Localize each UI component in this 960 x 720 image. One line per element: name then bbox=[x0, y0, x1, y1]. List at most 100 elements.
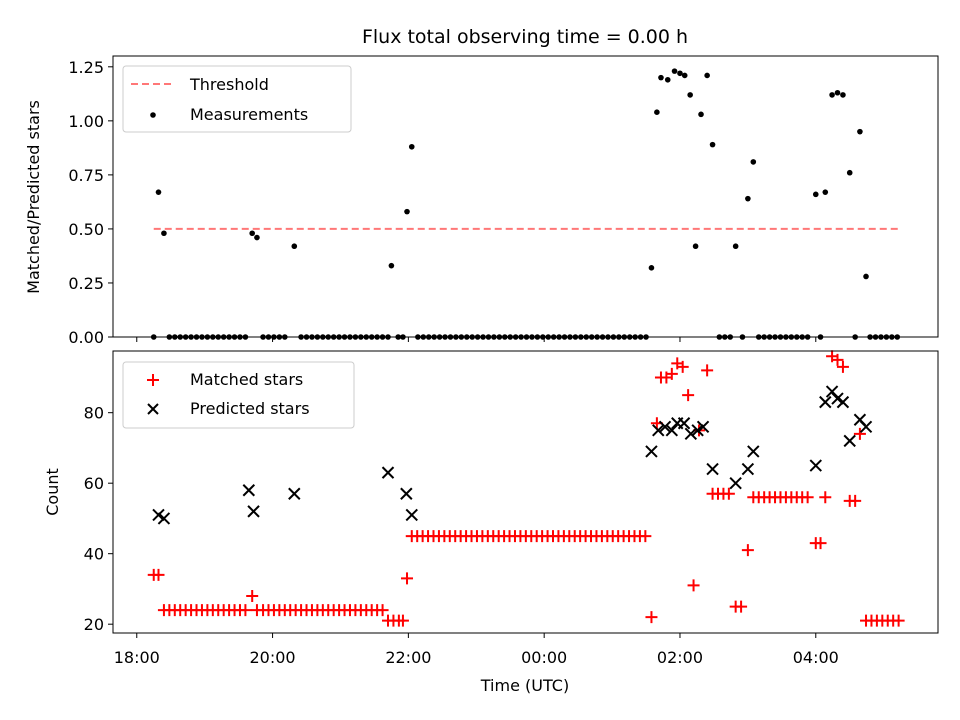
count-legend-box bbox=[122, 361, 355, 429]
predicted-stars-point bbox=[843, 434, 856, 448]
measurement-point bbox=[161, 230, 167, 237]
predicted-stars-point bbox=[242, 484, 256, 497]
predicted-stars-point bbox=[691, 424, 704, 437]
predicted-stars-point bbox=[825, 385, 839, 398]
measurement-point bbox=[863, 273, 869, 280]
measurement-point bbox=[834, 89, 841, 96]
y-tick-label: 40 bbox=[84, 545, 104, 564]
x-tick-label: 22:00 bbox=[385, 648, 431, 667]
predicted-stars-point bbox=[665, 424, 679, 437]
x-tick-label: 18:00 bbox=[114, 648, 160, 667]
y-tick-label: 1.00 bbox=[68, 112, 104, 131]
count-axes-frame bbox=[112, 350, 939, 634]
measurement-point bbox=[681, 72, 688, 79]
measurement-point bbox=[677, 70, 683, 77]
predicted-stars-point bbox=[157, 512, 171, 525]
matched-stars-point bbox=[665, 367, 678, 380]
count-data-marks bbox=[147, 350, 905, 627]
ratio-axes-frame bbox=[112, 55, 939, 338]
predicted-stars-point bbox=[652, 424, 665, 437]
matched-stars-point bbox=[396, 614, 409, 627]
predicted-legend-label: Predicted stars bbox=[190, 399, 310, 418]
ratio-legend: Threshold Measurements bbox=[122, 65, 352, 133]
matched-stars-point bbox=[239, 604, 252, 617]
matched-stars-point bbox=[853, 427, 866, 440]
measurement-point bbox=[671, 68, 678, 74]
y-axis-label-count: Count bbox=[43, 468, 62, 516]
measurement-point bbox=[698, 111, 704, 118]
y-tick-label: 60 bbox=[84, 474, 104, 493]
measurement-point bbox=[750, 159, 757, 165]
measurement-point bbox=[709, 141, 716, 148]
predicted-stars-point bbox=[859, 420, 873, 433]
matched-stars-point bbox=[801, 491, 814, 504]
matched-stars-point bbox=[892, 614, 905, 627]
count-axis-ticks: 20 40 60 80 18:00 20:00 22:00 00:00 02:00 04:00 bbox=[84, 404, 839, 667]
predicted-stars-point bbox=[152, 508, 165, 522]
matched-stars-point bbox=[682, 389, 695, 402]
predicted-stars-point bbox=[405, 508, 418, 522]
y-tick-label: 1.25 bbox=[68, 58, 104, 77]
measurements-legend-swatch bbox=[150, 112, 156, 118]
count-legend: Matched stars Predicted stars bbox=[122, 361, 355, 429]
y-tick-label: 0.75 bbox=[68, 166, 104, 185]
matched-stars-point bbox=[735, 600, 748, 613]
matched-stars-point bbox=[246, 589, 259, 602]
measurement-point bbox=[822, 189, 829, 195]
matched-stars-point bbox=[814, 537, 827, 550]
predicted-stars-point bbox=[381, 466, 395, 479]
predicted-stars-point bbox=[831, 392, 844, 405]
predicted-stars-point bbox=[747, 445, 760, 458]
measurement-point bbox=[291, 243, 298, 250]
matched-stars-point bbox=[741, 544, 754, 557]
predicted-stars-point bbox=[684, 427, 698, 441]
matched-stars-point bbox=[836, 360, 849, 373]
measurement-point bbox=[745, 195, 751, 202]
predicted-stars-point bbox=[706, 462, 719, 476]
measurement-point bbox=[857, 128, 863, 135]
predicted-stars-point bbox=[696, 420, 710, 433]
measurement-point bbox=[829, 92, 835, 98]
y-tick-label: 80 bbox=[84, 404, 104, 423]
matched-stars-point bbox=[722, 487, 735, 500]
predicted-stars-point bbox=[836, 395, 850, 409]
measurement-point bbox=[254, 234, 260, 241]
predicted-legend-swatch bbox=[147, 403, 159, 415]
y-tick-label: 0.00 bbox=[68, 328, 104, 347]
matched-stars-point bbox=[849, 494, 862, 507]
matched-legend-swatch bbox=[147, 374, 159, 386]
ratio-panel: Flux total observing time = 0.00 h Match… bbox=[24, 26, 939, 347]
measurement-point bbox=[658, 74, 664, 81]
predicted-stars-point bbox=[645, 445, 658, 458]
matched-stars-point bbox=[676, 360, 689, 373]
measurement-point bbox=[654, 109, 660, 115]
ratio-legend-box bbox=[122, 65, 352, 133]
x-tick-label: 20:00 bbox=[250, 648, 296, 667]
predicted-stars-point bbox=[741, 462, 755, 476]
matched-stars-point bbox=[687, 579, 700, 592]
measurement-point bbox=[704, 72, 710, 79]
matched-stars-point bbox=[401, 572, 414, 585]
matched-legend-label: Matched stars bbox=[190, 370, 303, 389]
measurement-point bbox=[155, 189, 162, 195]
matched-stars-point bbox=[376, 604, 389, 617]
matched-stars-point bbox=[701, 364, 714, 377]
measurement-point bbox=[648, 265, 655, 271]
y-axis-label-ratio: Matched/Predicted stars bbox=[24, 100, 43, 294]
measurement-point bbox=[404, 208, 410, 215]
predicted-stars-point bbox=[288, 487, 301, 500]
predicted-stars-point bbox=[677, 417, 691, 430]
predicted-stars-point bbox=[729, 476, 742, 490]
y-tick-label: 20 bbox=[84, 615, 104, 634]
measurement-point bbox=[388, 262, 395, 269]
measurement-point bbox=[687, 92, 693, 98]
x-tick-label: 00:00 bbox=[521, 648, 567, 667]
measurement-point bbox=[408, 143, 415, 150]
measurement-point bbox=[664, 76, 671, 83]
x-tick-label: 04:00 bbox=[793, 648, 839, 667]
predicted-stars-point bbox=[658, 420, 672, 433]
measurement-point bbox=[846, 169, 853, 176]
predicted-stars-point bbox=[809, 459, 822, 472]
measurement-point bbox=[732, 243, 739, 250]
